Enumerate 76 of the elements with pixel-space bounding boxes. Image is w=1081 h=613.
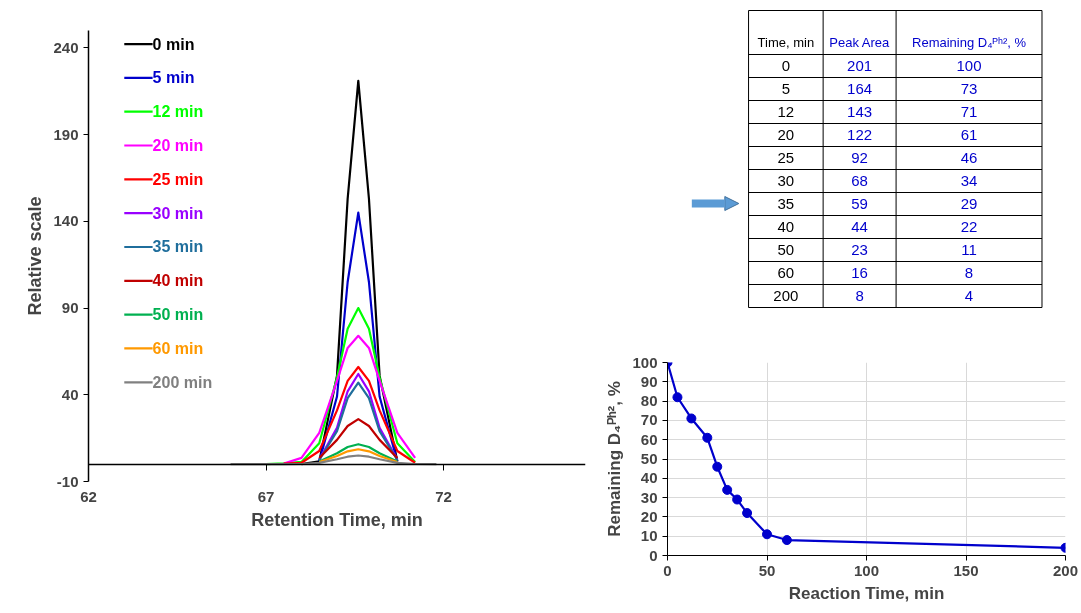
category-label: 40 <box>777 218 795 235</box>
category-label: 50 <box>777 241 795 258</box>
x-tick-label: 0 <box>663 561 672 579</box>
data-label: 71 <box>960 103 978 120</box>
legend-label: 60 min <box>152 339 204 357</box>
data-label: 4 <box>964 287 974 304</box>
x-tick-label: 150 <box>953 561 979 579</box>
y-tick-label: 90 <box>61 299 79 317</box>
data-label: 11 <box>961 241 977 258</box>
data-label: 46 <box>960 149 978 166</box>
y-tick-label: 20 <box>640 507 658 525</box>
y-tick-label: 40 <box>61 385 79 403</box>
data-label: 29 <box>960 195 978 212</box>
legend-label: 200 min <box>152 373 213 391</box>
category-label: 12 <box>777 103 795 120</box>
y-tick-label: 90 <box>640 372 658 390</box>
x-tick-label: 67 <box>257 487 275 505</box>
x-tick-label: 50 <box>758 561 776 579</box>
data-label: 164 <box>847 80 873 97</box>
data-label: 59 <box>851 195 868 212</box>
y-tick-label: 190 <box>53 125 79 143</box>
y-tick-label: 50 <box>640 450 658 467</box>
data-label: 100 <box>956 57 982 74</box>
y-tick-label: 240 <box>53 38 79 56</box>
y-tick-label: 30 <box>640 488 658 506</box>
y-tick-label: 80 <box>640 392 658 410</box>
legend-label: 30 min <box>152 204 204 222</box>
y-tick-label: 0 <box>649 546 658 564</box>
data-label: 61 <box>960 126 978 143</box>
data-label: 8 <box>855 287 864 304</box>
legend-label: 12 min <box>152 103 204 121</box>
category-label: 0 <box>781 57 791 74</box>
category-label: 20 <box>777 126 795 143</box>
y-tick-label: 10 <box>640 527 658 545</box>
category-label: 30 <box>777 172 795 189</box>
category-label: 35 <box>777 195 795 212</box>
y-tick-label: 60 <box>640 430 658 448</box>
legend-label: Peak Area <box>829 35 891 50</box>
legend-label: 35 min <box>152 238 204 256</box>
x-tick-label: 62 <box>80 487 97 505</box>
data-label: 92 <box>851 149 868 166</box>
legend-label: 40 min <box>152 272 204 290</box>
x-tick-label: 200 <box>1052 561 1079 579</box>
x-axis-title: Reaction Time, min <box>788 583 945 603</box>
data-label: 68 <box>851 172 868 189</box>
legend-label: 5 min <box>152 69 195 87</box>
legend-label: Remaining D₄ᴾʰ², % <box>912 35 1027 50</box>
data-label: 8 <box>964 264 974 281</box>
data-label: 143 <box>847 103 873 120</box>
legend-label: 20 min <box>152 137 204 155</box>
data-label: 201 <box>847 57 873 74</box>
y-tick-label: 40 <box>640 469 658 487</box>
x-tick-label: 100 <box>853 561 880 579</box>
category-label: 25 <box>777 149 795 166</box>
y-tick-label: 70 <box>640 411 658 429</box>
y-tick-label: -10 <box>56 472 79 490</box>
legend-label: 25 min <box>152 170 204 188</box>
x-tick-label: 72 <box>435 487 452 505</box>
data-label: 23 <box>851 241 868 258</box>
data-label: 16 <box>851 264 868 281</box>
legend-label: 50 min <box>152 306 204 324</box>
data-label: 44 <box>851 218 868 235</box>
y-axis-title: Remaining D₄ᴾʰ², % <box>605 381 625 537</box>
data-label: 73 <box>960 80 978 97</box>
y-tick-label: 140 <box>53 212 79 230</box>
category-label: 5 <box>781 80 791 97</box>
legend-label: 0 min <box>152 35 195 53</box>
text: Time, min <box>757 35 815 50</box>
data-label: 34 <box>960 172 978 189</box>
y-tick-label: 100 <box>632 353 658 371</box>
y-axis-title: Relative scale <box>25 196 46 316</box>
category-label: 60 <box>777 264 795 281</box>
x-axis-title: Retention Time, min <box>251 509 423 530</box>
data-label: 122 <box>847 126 873 143</box>
category-label: 200 <box>773 287 799 304</box>
data-label: 22 <box>960 218 978 235</box>
